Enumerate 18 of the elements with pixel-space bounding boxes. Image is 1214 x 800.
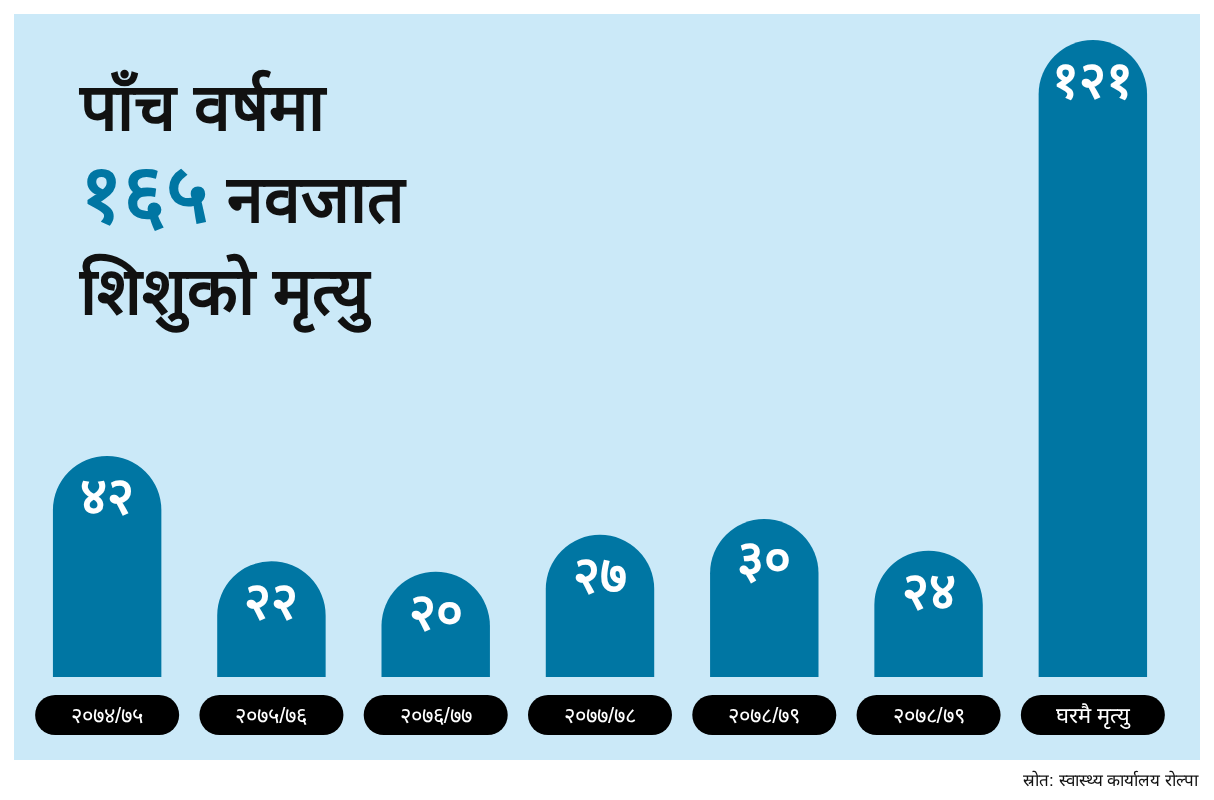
bar xyxy=(1038,40,1148,677)
x-tick-label: २०७४/७५ xyxy=(71,703,144,728)
data-label: २७ xyxy=(573,545,627,604)
data-label: २४ xyxy=(901,561,956,620)
x-tick-label: २०७८/७९ xyxy=(892,703,965,728)
x-tick-label: २०७७/७८ xyxy=(563,703,637,728)
data-label: २२ xyxy=(244,572,299,631)
x-tick-label: २०७८/७९ xyxy=(728,703,801,728)
x-tick-label: २०७५/७६ xyxy=(235,703,308,728)
data-label: २० xyxy=(408,582,463,641)
data-label: ४२ xyxy=(80,466,135,525)
text: पाँच वर्षमा १६५ नवजात शिशुको मृत्यु xyxy=(78,69,408,333)
data-label: १२१ xyxy=(1052,51,1134,109)
data-label: ३० xyxy=(737,530,792,589)
x-tick-label: घरमै मृत्यु xyxy=(1055,703,1131,729)
text: स्रोत: स्वास्थ्य कार्यालय रोल्पा xyxy=(1023,770,1199,790)
x-tick-label: २०७६/७७ xyxy=(399,703,472,728)
bar xyxy=(52,455,162,677)
